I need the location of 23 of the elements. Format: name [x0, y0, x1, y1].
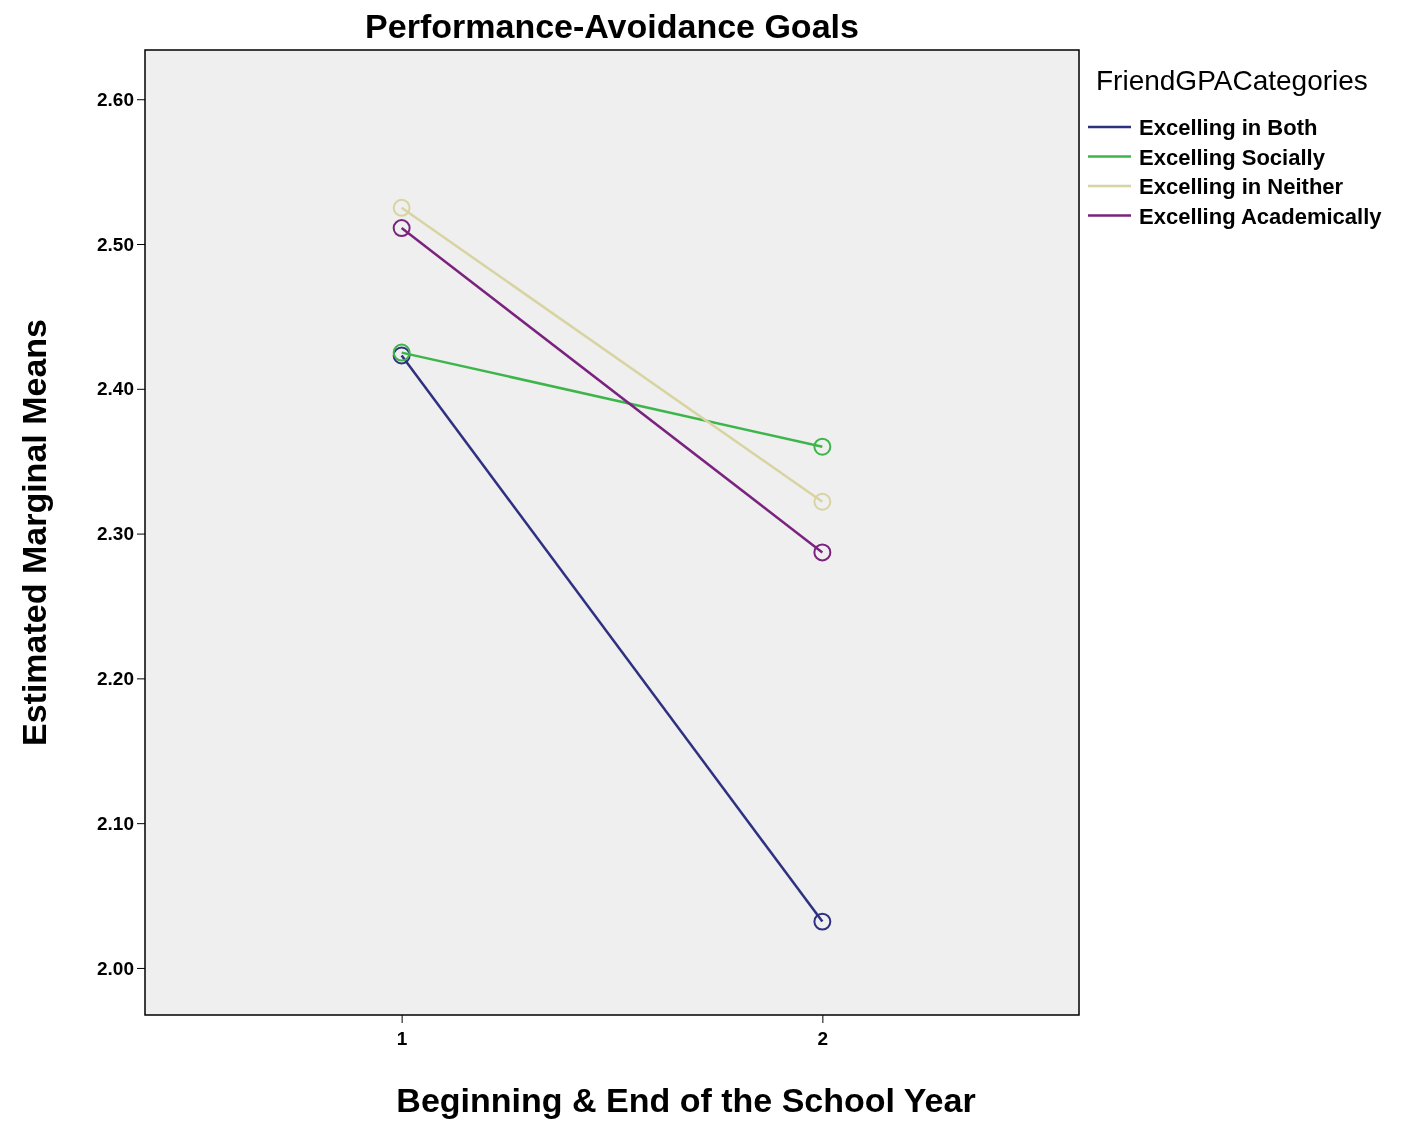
point	[813, 492, 832, 511]
legend-label: Excelling in Both	[1139, 115, 1318, 140]
legend-label: Excelling Academically	[1139, 203, 1383, 229]
y-tick-label: 2.50	[97, 233, 134, 255]
y-tick-label: 2.40	[97, 378, 134, 400]
point	[813, 437, 832, 456]
point	[392, 219, 411, 238]
x-tick-label: 1	[396, 1028, 408, 1049]
y-tick-label: 2.00	[97, 957, 134, 979]
y-tick-label: 2.10	[97, 812, 134, 834]
point	[813, 543, 832, 562]
legend-title: FriendGPACategories	[1096, 65, 1368, 96]
point	[392, 198, 411, 217]
y-tick-label: 2.30	[97, 523, 134, 545]
legend-label: Excelling in Neither	[1139, 174, 1344, 199]
chart-title: Performance-Avoidance Goals	[365, 7, 859, 45]
y-axis-title: Estimated Marginal Means	[15, 318, 53, 747]
legend-label: Excelling Socially	[1139, 144, 1326, 170]
x-tick-label: 2	[817, 1028, 829, 1049]
y-tick-label: 2.20	[97, 667, 134, 689]
y-tick-label: 2.60	[97, 88, 134, 110]
x-axis-title: Beginning & End of the School Year	[396, 1081, 976, 1119]
point	[813, 912, 832, 931]
